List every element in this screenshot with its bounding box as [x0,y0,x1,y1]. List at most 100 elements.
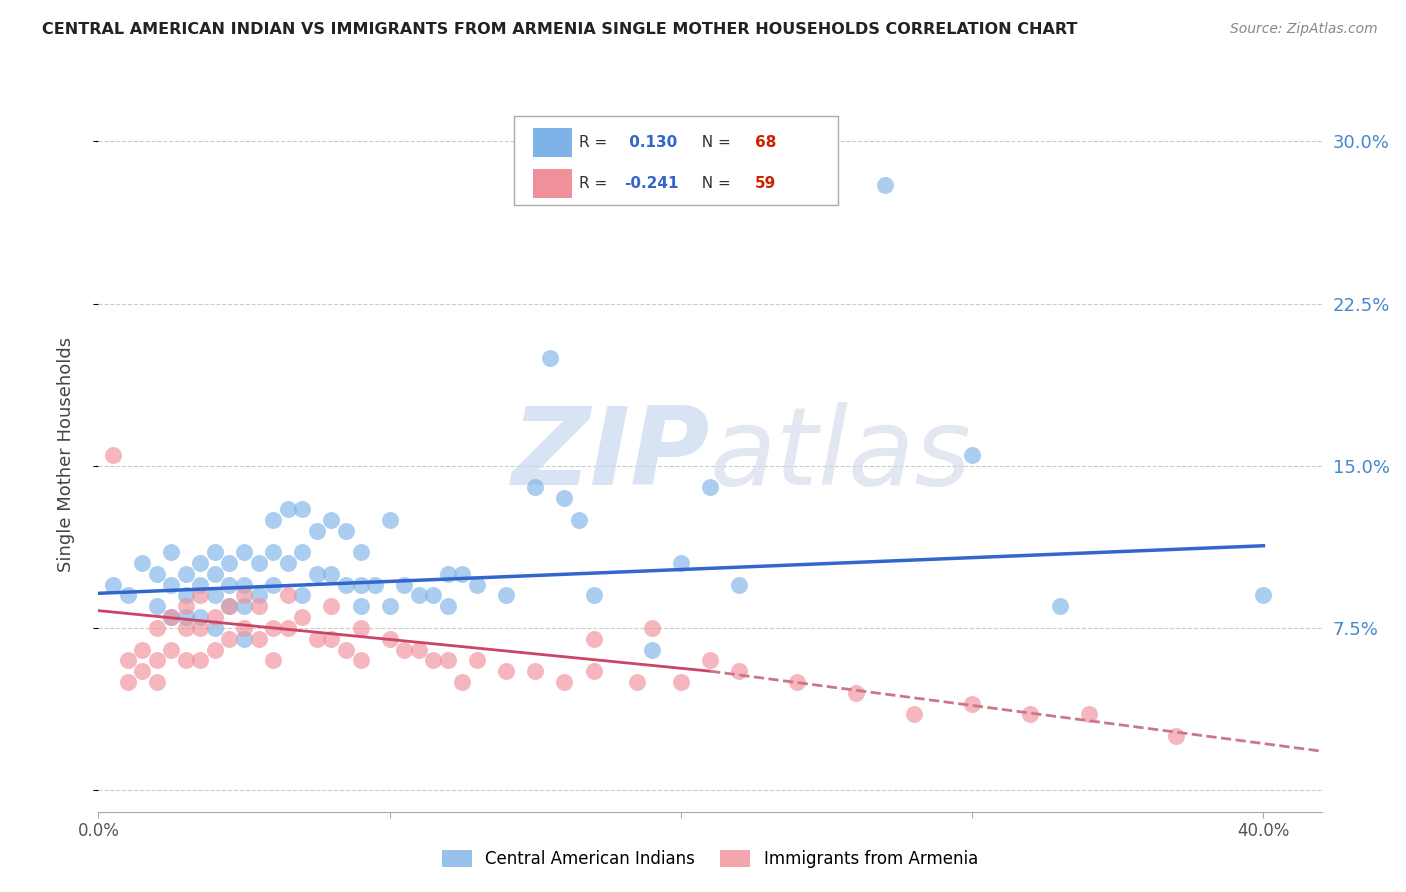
Point [349,621,371,635]
Point [291,545,314,559]
Point [262,577,284,591]
Point [437,599,460,614]
Text: R =: R = [579,176,612,191]
Text: 59: 59 [755,176,776,191]
Point [262,621,284,635]
Point [160,610,183,624]
Point [903,707,925,722]
Point [699,480,721,494]
Point [188,653,212,667]
FancyBboxPatch shape [515,116,838,205]
Text: -0.241: -0.241 [624,176,679,191]
Point [262,545,284,559]
Point [145,621,167,635]
Point [1049,599,1071,614]
Point [174,610,197,624]
Point [291,502,314,516]
Point [204,621,226,635]
Point [845,686,868,700]
Point [131,642,153,657]
Point [277,556,299,570]
Point [538,351,561,365]
Text: N =: N = [692,135,735,150]
Text: Source: ZipAtlas.com: Source: ZipAtlas.com [1230,22,1378,37]
Point [233,599,256,614]
Point [408,642,430,657]
Point [188,621,212,635]
Point [582,589,605,603]
Text: ZIP: ZIP [512,402,710,508]
Point [174,653,197,667]
Point [174,566,197,581]
Point [247,589,270,603]
Point [465,653,488,667]
Point [305,524,328,538]
Point [960,697,983,711]
Point [524,480,547,494]
Point [437,566,460,581]
Text: CENTRAL AMERICAN INDIAN VS IMMIGRANTS FROM ARMENIA SINGLE MOTHER HOUSEHOLDS CORR: CENTRAL AMERICAN INDIAN VS IMMIGRANTS FR… [42,22,1077,37]
FancyBboxPatch shape [533,128,572,157]
Point [233,589,256,603]
Point [335,642,357,657]
Point [262,513,284,527]
Point [422,653,444,667]
Point [145,675,167,690]
Point [305,632,328,646]
Point [247,632,270,646]
Point [422,589,444,603]
Point [277,589,299,603]
Point [247,556,270,570]
Point [291,589,314,603]
Point [364,577,387,591]
Point [131,556,153,570]
Point [335,524,357,538]
Point [233,621,256,635]
Legend: Central American Indians, Immigrants from Armenia: Central American Indians, Immigrants fro… [436,843,984,875]
Point [204,642,226,657]
Point [117,589,139,603]
Point [465,577,488,591]
Point [218,577,240,591]
Point [160,577,183,591]
Point [335,577,357,591]
Point [786,675,808,690]
Point [392,642,416,657]
Point [669,675,692,690]
Point [699,653,721,667]
Point [101,448,124,462]
Point [218,632,240,646]
Point [495,589,517,603]
Point [117,675,139,690]
Point [1019,707,1042,722]
Point [728,664,751,678]
Text: atlas: atlas [710,402,972,508]
Point [233,577,256,591]
Point [1253,589,1275,603]
Point [131,664,153,678]
Point [451,675,474,690]
Point [204,610,226,624]
Point [349,545,371,559]
Text: N =: N = [692,176,735,191]
Point [188,589,212,603]
Point [1164,729,1187,743]
Text: R =: R = [579,135,612,150]
Text: 68: 68 [755,135,776,150]
Point [204,545,226,559]
Point [321,599,343,614]
Point [218,599,240,614]
Point [160,642,183,657]
Point [568,513,591,527]
Point [188,610,212,624]
Y-axis label: Single Mother Households: Single Mother Households [56,337,75,573]
Point [960,448,983,462]
Point [392,577,416,591]
Point [160,545,183,559]
Point [174,589,197,603]
Point [495,664,517,678]
Point [218,599,240,614]
Point [101,577,124,591]
Point [145,566,167,581]
Point [437,653,460,667]
